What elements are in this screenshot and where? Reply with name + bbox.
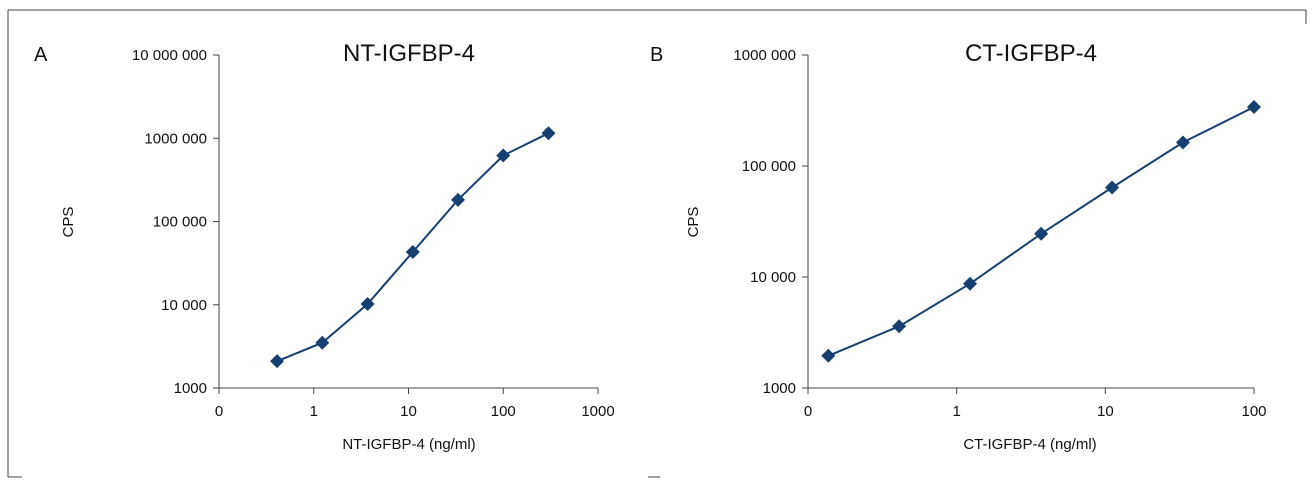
x-tick-label: 0	[804, 403, 812, 420]
data-point-marker	[405, 245, 420, 260]
y-tick-label: 1000	[174, 380, 207, 397]
y-axis-title-b: CPS	[685, 207, 702, 238]
y-tick-label: 100 000	[742, 158, 796, 175]
panel-label-b: B	[650, 44, 663, 66]
data-point-marker	[892, 319, 907, 334]
data-point-marker	[821, 348, 836, 363]
x-tick-label: 100	[491, 403, 516, 420]
chart-panel-a: A NT-IGFBP-4 CPS NT-IGFBP-4 (ng/ml) 1000…	[34, 40, 615, 453]
series-markers-a	[270, 126, 556, 369]
data-point-marker	[1034, 226, 1049, 241]
x-axis-b: 0 1 10 100	[804, 387, 1267, 420]
data-point-marker	[963, 276, 978, 291]
y-tick-label: 1000	[763, 380, 796, 397]
x-tick-label: 1	[310, 403, 318, 420]
y-tick-label: 1000 000	[144, 130, 207, 147]
chart-title-b: CT-IGFBP-4	[965, 40, 1097, 67]
y-tick-label: 1000 000	[733, 47, 796, 64]
y-axis-a: 1000 10 000 100 000 1000 000 10 000 000	[132, 47, 220, 397]
x-tick-label: 1000	[581, 403, 614, 420]
x-tick-label: 10	[1097, 403, 1114, 420]
data-point-marker	[1176, 135, 1191, 150]
data-point-marker	[496, 148, 511, 163]
series-markers-b	[821, 100, 1261, 363]
x-axis-title-b: CT-IGFBP-4 (ng/ml)	[963, 436, 1096, 453]
y-tick-label: 10 000	[161, 297, 207, 314]
figure-frame-marks	[7, 9, 1307, 478]
panel-label-a: A	[34, 44, 48, 66]
data-point-marker	[360, 297, 375, 312]
data-point-marker	[270, 354, 285, 369]
x-tick-label: 0	[215, 403, 223, 420]
data-point-marker	[315, 335, 330, 350]
x-axis-a: 0 1 10 100 1000	[215, 387, 615, 420]
chart-panel-b: B CT-IGFBP-4 CPS CT-IGFBP-4 (ng/ml) 1000…	[650, 40, 1267, 453]
data-point-marker	[541, 126, 556, 141]
y-tick-label: 10 000 000	[132, 47, 207, 64]
x-tick-label: 1	[952, 403, 960, 420]
y-axis-title-a: CPS	[60, 207, 77, 238]
data-point-marker	[1105, 180, 1120, 195]
x-tick-label: 10	[400, 403, 417, 420]
x-axis-title-a: NT-IGFBP-4 (ng/ml)	[342, 436, 475, 453]
chart-title-a: NT-IGFBP-4	[343, 40, 475, 67]
data-point-marker	[451, 192, 466, 207]
x-tick-label: 100	[1241, 403, 1266, 420]
y-axis-b: 1000 10 000 100 000 1000 000	[733, 47, 809, 397]
y-tick-label: 10 000	[750, 269, 796, 286]
data-point-marker	[1247, 100, 1261, 115]
y-tick-label: 100 000	[153, 214, 207, 231]
